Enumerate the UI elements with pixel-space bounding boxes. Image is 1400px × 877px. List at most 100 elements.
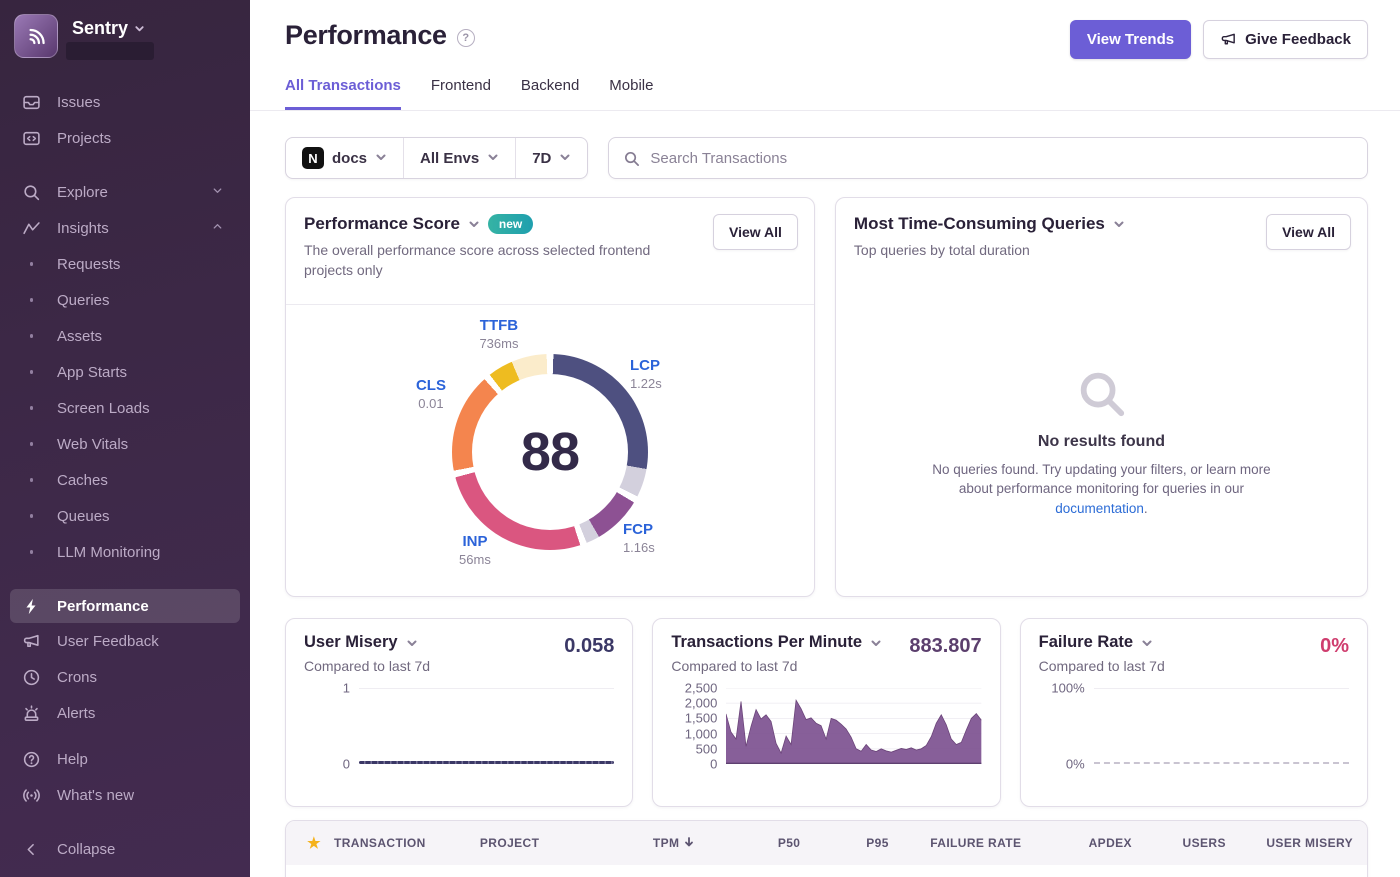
column-label: P50 xyxy=(777,836,801,850)
tpm-chart xyxy=(726,688,982,764)
vital-name: TTFB xyxy=(479,317,519,334)
sidebar-item-alerts[interactable]: Alerts xyxy=(0,695,250,731)
project-filter[interactable]: N docs xyxy=(286,138,403,178)
sidebar-item-screen-loads[interactable]: Screen Loads xyxy=(0,390,250,426)
page-help-icon[interactable]: ? xyxy=(456,28,475,47)
project-platform-icon: N xyxy=(302,147,324,169)
issues-icon xyxy=(22,93,41,112)
queries-menu-chevron[interactable] xyxy=(1113,218,1125,230)
environment-filter[interactable]: All Envs xyxy=(403,138,515,178)
tab-frontend[interactable]: Frontend xyxy=(430,77,491,94)
user-misery-value: 0.058 xyxy=(564,635,615,657)
sidebar-item-web-vitals[interactable]: Web Vitals xyxy=(0,426,250,462)
performance-score-subtitle: The overall performance score across sel… xyxy=(304,242,651,278)
web-vital-inp: INP 56ms xyxy=(443,533,507,568)
sidebar-item-label: Queues xyxy=(57,507,110,525)
new-badge: new xyxy=(487,214,534,234)
column-header-apdex[interactable]: APDEX xyxy=(1021,836,1132,850)
sidebar-item-llm-monitoring[interactable]: LLM Monitoring xyxy=(0,534,250,570)
sidebar-item-label: Caches xyxy=(57,471,108,489)
sidebar-item-queues[interactable]: Queues xyxy=(0,498,250,534)
help-icon xyxy=(22,750,41,769)
sidebar-nav: Issues Projects Explore Insights Requests Que… xyxy=(0,84,250,831)
column-label: FAILURE RATE xyxy=(930,836,1022,850)
column-header-starred[interactable]: ★ xyxy=(294,834,334,852)
sidebar-item-assets[interactable]: Assets xyxy=(0,318,250,354)
sidebar-item-queries[interactable]: Queries xyxy=(0,282,250,318)
sidebar-item-label: Requests xyxy=(57,255,121,273)
failure-rate-card: Failure Rate Compared to last 7d 0% 100%… xyxy=(1019,618,1368,807)
org-name[interactable]: Sentry xyxy=(72,18,145,39)
chevron-down-icon xyxy=(375,150,387,167)
tab-backend[interactable]: Backend xyxy=(520,77,580,94)
sidebar-item-performance[interactable]: Performance xyxy=(10,589,240,623)
sidebar-item-requests[interactable]: Requests xyxy=(0,246,250,282)
column-header-transaction[interactable]: TRANSACTION xyxy=(334,836,480,850)
bullet-dot xyxy=(22,514,41,518)
empty-state-title: No results found xyxy=(1037,432,1165,450)
sidebar-item-help[interactable]: Help xyxy=(0,741,250,777)
sidebar-group: Help What's new xyxy=(0,741,250,813)
column-header-tpm[interactable]: TPM xyxy=(601,836,695,851)
column-header-project[interactable]: PROJECT xyxy=(480,836,602,850)
sidebar-item-issues[interactable]: Issues xyxy=(0,84,250,120)
org-switcher[interactable]: Sentry xyxy=(0,14,250,68)
user-misery-subtitle: Compared to last 7d xyxy=(304,658,431,674)
sidebar-item-app-starts[interactable]: App Starts xyxy=(0,354,250,390)
vital-value: 1.22s xyxy=(629,375,662,391)
performance-icon xyxy=(22,597,41,616)
sidebar-item-label: Assets xyxy=(57,327,103,345)
date-range-filter[interactable]: 7D xyxy=(515,138,587,178)
projects-icon xyxy=(22,129,41,148)
performance-score-view-all-button[interactable]: View All xyxy=(712,214,798,250)
user-misery-menu-chevron[interactable] xyxy=(406,637,418,649)
page-filter-segmented-control: N docs All Envs 7D xyxy=(285,137,589,179)
sidebar-item-explore[interactable]: Explore xyxy=(0,174,250,210)
sidebar-item-projects[interactable]: Projects xyxy=(0,120,250,156)
bullet-dot xyxy=(22,298,41,302)
performance-score-ring: 88 TTFB 736ms LCP 1.22s FCP 1.16s INP 56ms CLS 0.… xyxy=(385,317,715,585)
search-transactions-box[interactable] xyxy=(608,137,1368,179)
column-label: APDEX xyxy=(1088,836,1132,850)
sidebar-item-crons[interactable]: Crons xyxy=(0,659,250,695)
search-input[interactable] xyxy=(650,149,1353,167)
sidebar-item-label: Issues xyxy=(57,93,101,111)
column-header-user-misery[interactable]: USER MISERY xyxy=(1226,836,1353,850)
y-axis-tick-label: 2,000 xyxy=(684,695,718,711)
y-axis-min-label: 0% xyxy=(1065,756,1085,772)
vital-name: FCP xyxy=(622,521,653,538)
alerts-icon xyxy=(22,704,41,723)
sidebar-item-caches[interactable]: Caches xyxy=(0,462,250,498)
column-header-p50[interactable]: P50 xyxy=(695,836,800,850)
column-header-users[interactable]: USERS xyxy=(1132,836,1226,850)
view-trends-button[interactable]: View Trends xyxy=(1069,20,1192,59)
give-feedback-button[interactable]: Give Feedback xyxy=(1203,20,1368,59)
failure-rate-menu-chevron[interactable] xyxy=(1141,637,1153,649)
tpm-subtitle: Compared to last 7d xyxy=(671,658,798,674)
tab-mobile[interactable]: Mobile xyxy=(609,77,654,94)
sidebar-group: Requests Queries Assets App Starts Screen Lo… xyxy=(0,246,250,570)
vital-value: 56ms xyxy=(459,551,491,567)
sidebar-item-label: User Feedback xyxy=(57,632,159,650)
tpm-menu-chevron[interactable] xyxy=(870,637,882,649)
sidebar-item-user-feedback[interactable]: User Feedback xyxy=(0,623,250,659)
sidebar: Sentry Issues Projects Explore Insights Requ… xyxy=(0,0,250,877)
filter-bar: N docs All Envs 7D xyxy=(285,137,1368,179)
queries-view-all-button[interactable]: View All xyxy=(1266,214,1351,250)
vital-name: LCP xyxy=(629,357,660,374)
performance-score-menu-chevron[interactable] xyxy=(468,218,480,230)
documentation-link[interactable]: documentation xyxy=(1055,500,1144,516)
column-header-p95[interactable]: P95 xyxy=(800,836,888,850)
page-header: Performance ? View Trends Give Feedback xyxy=(250,0,1400,59)
queries-card: Most Time-Consuming Queries Top queries … xyxy=(834,197,1368,597)
bullet-dot xyxy=(22,442,41,446)
column-label: P95 xyxy=(866,836,889,850)
sidebar-item-insights[interactable]: Insights xyxy=(0,210,250,246)
y-axis-tick-label: 1,000 xyxy=(684,726,718,742)
tab-all-transactions[interactable]: All Transactions xyxy=(285,77,401,110)
column-header-failure-rate[interactable]: FAILURE RATE xyxy=(889,836,1022,850)
explore-icon xyxy=(22,183,41,202)
sidebar-collapse-button[interactable]: Collapse xyxy=(0,831,250,867)
date-range-filter-label: 7D xyxy=(532,149,552,167)
sidebar-item-what-s-new[interactable]: What's new xyxy=(0,777,250,813)
